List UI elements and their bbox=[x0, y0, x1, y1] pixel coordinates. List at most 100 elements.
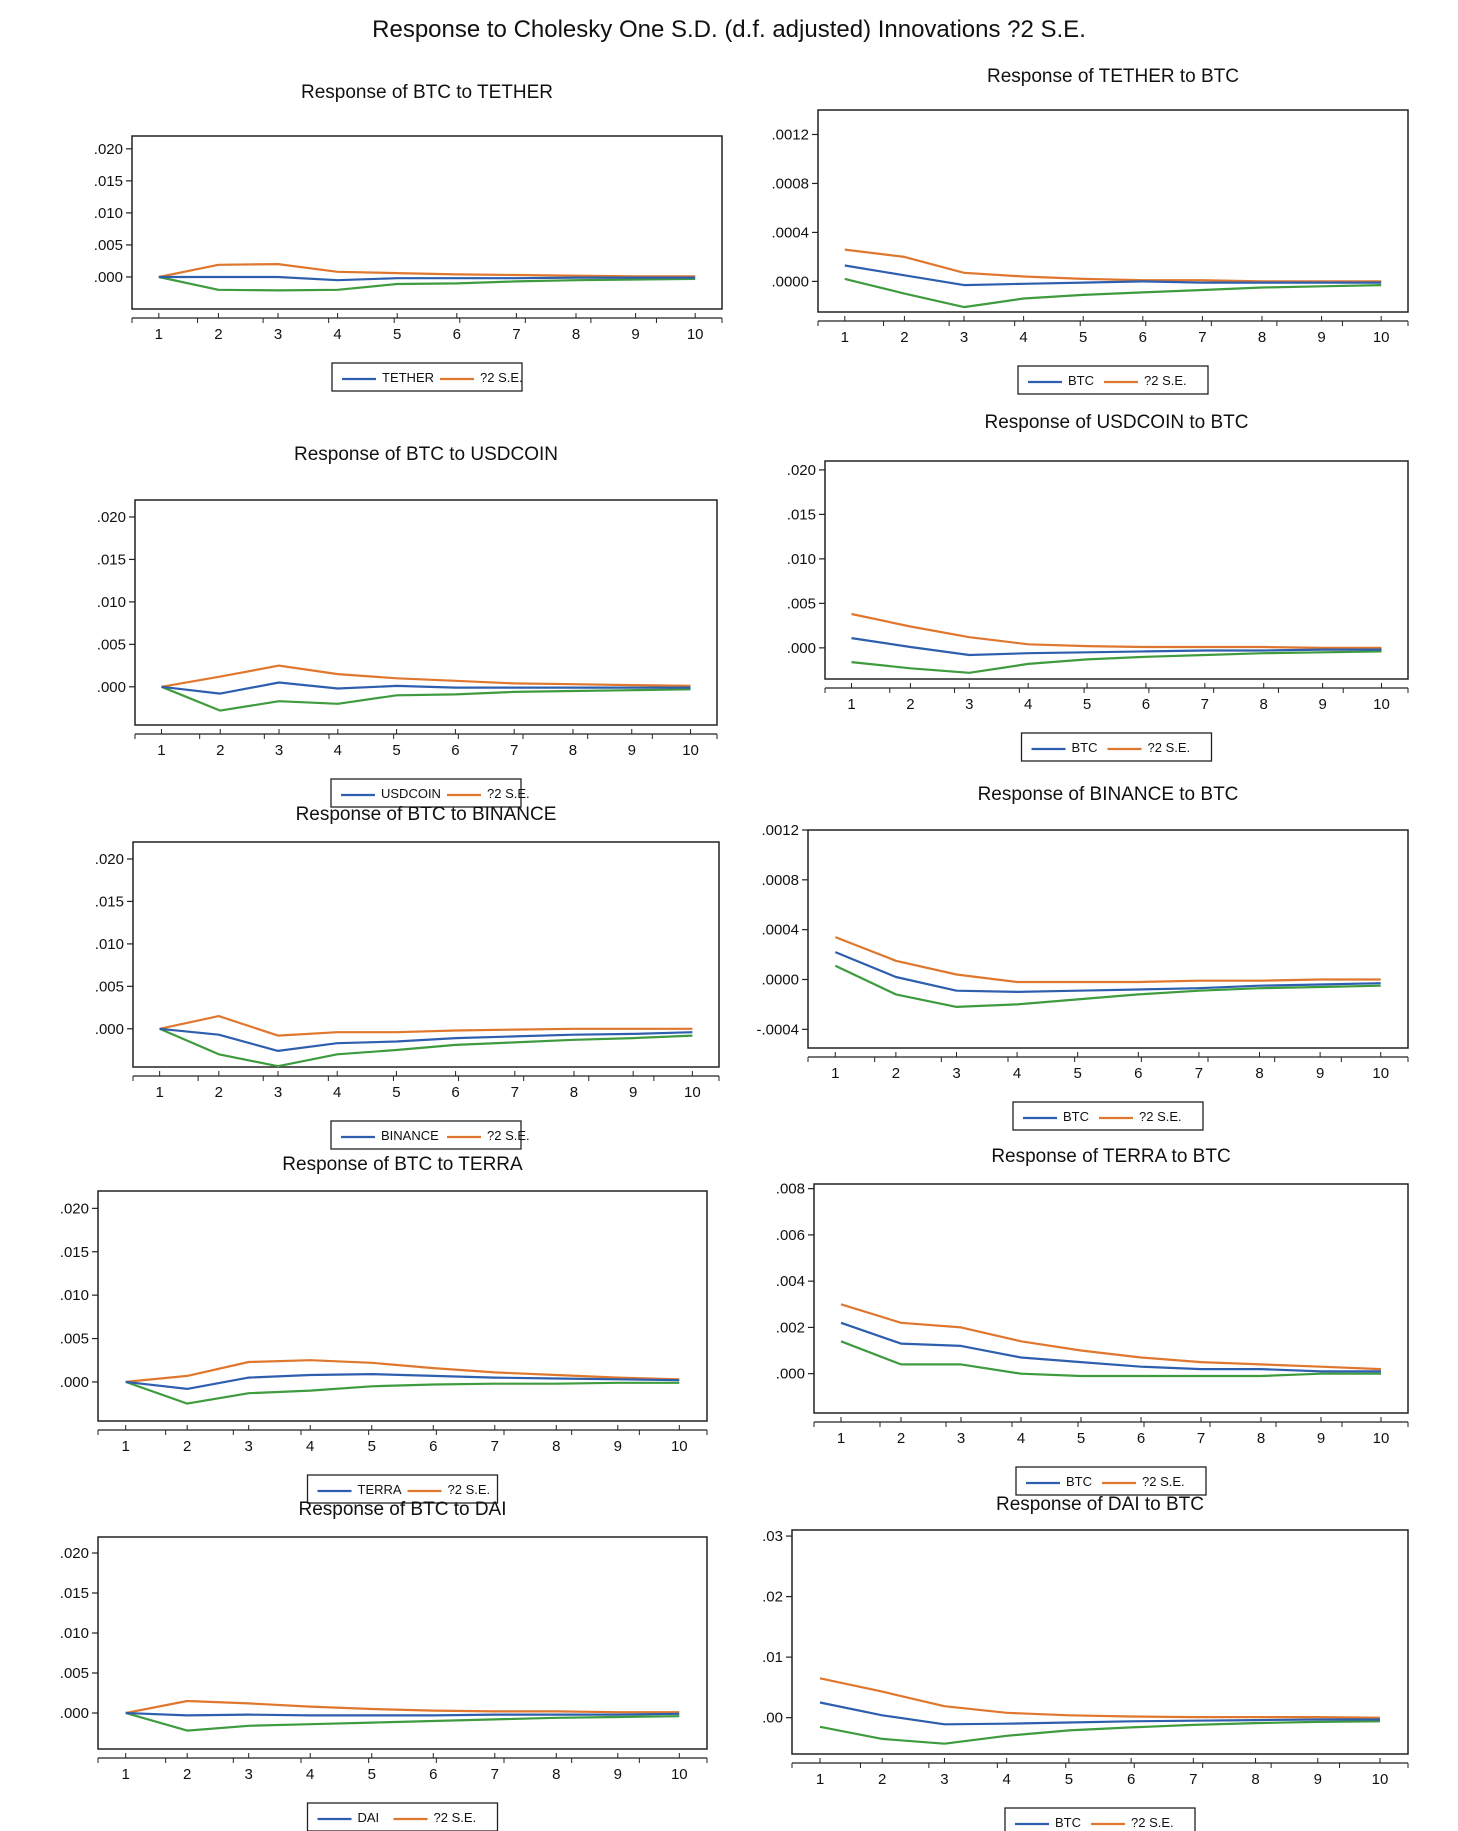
y-tick-label: .005 bbox=[787, 595, 816, 612]
x-tick-label: 1 bbox=[155, 1084, 163, 1101]
x-tick-label: 2 bbox=[892, 1065, 900, 1082]
x-tick-label: 3 bbox=[274, 1084, 282, 1101]
x-tick-label: 9 bbox=[1317, 329, 1325, 346]
x-tick-label: 5 bbox=[1074, 1065, 1082, 1082]
legend-label-band: ?2 S.E. bbox=[480, 370, 523, 385]
x-tick-label: 10 bbox=[1373, 1430, 1390, 1447]
y-tick-label: .0008 bbox=[761, 872, 799, 889]
response-line bbox=[840, 1321, 1381, 1373]
y-tick-label: .010 bbox=[97, 594, 126, 611]
x-tick-label: 5 bbox=[368, 1438, 376, 1455]
y-tick-label: .015 bbox=[97, 551, 126, 568]
upper-band-line bbox=[161, 664, 691, 688]
legend-box bbox=[1017, 365, 1209, 395]
y-tick-label: .00 bbox=[762, 1710, 783, 1727]
x-tick-label: 4 bbox=[1002, 1771, 1010, 1788]
x-tick-label: 7 bbox=[1197, 1430, 1205, 1447]
upper-band-line bbox=[158, 263, 696, 279]
legend-label-response: DAI bbox=[358, 1810, 380, 1825]
plot-frame bbox=[134, 499, 718, 726]
lower-band-line bbox=[844, 277, 1382, 309]
upper-band-line bbox=[819, 1677, 1381, 1719]
x-tick-label: 10 bbox=[1372, 1771, 1389, 1788]
plot-frame bbox=[97, 1190, 708, 1422]
x-tick-label: 7 bbox=[510, 742, 518, 759]
x-tick-label: 1 bbox=[816, 1771, 824, 1788]
y-tick-label: .020 bbox=[97, 509, 126, 526]
y-tick-label: .000 bbox=[97, 679, 126, 696]
y-tick-label: .005 bbox=[95, 978, 124, 995]
x-tick-label: 8 bbox=[1251, 1771, 1259, 1788]
y-tick-label: .004 bbox=[776, 1273, 805, 1290]
x-tick-label: 4 bbox=[334, 742, 342, 759]
y-tick-label: .000 bbox=[776, 1366, 805, 1383]
y-tick-label: .005 bbox=[60, 1331, 89, 1348]
x-tick-label: 2 bbox=[216, 742, 224, 759]
x-tick-label: 6 bbox=[451, 742, 459, 759]
x-tick-label: 10 bbox=[671, 1438, 688, 1455]
x-tick-label: 3 bbox=[952, 1065, 960, 1082]
x-tick-label: 3 bbox=[274, 326, 282, 343]
legend-label-band: ?2 S.E. bbox=[1148, 740, 1191, 755]
x-tick-label: 10 bbox=[1373, 329, 1390, 346]
lower-band-line bbox=[158, 275, 696, 292]
legend-label-response: BTC bbox=[1066, 1474, 1092, 1489]
x-tick-label: 10 bbox=[684, 1084, 701, 1101]
x-tick-label: 3 bbox=[940, 1771, 948, 1788]
x-tick-label: 9 bbox=[1314, 1771, 1322, 1788]
upper-band-line bbox=[125, 1699, 680, 1715]
legend-label-band: ?2 S.E. bbox=[1142, 1474, 1185, 1489]
legend-label-response: BTC bbox=[1063, 1109, 1089, 1124]
x-tick-label: 10 bbox=[687, 326, 704, 343]
legend-label-response: TETHER bbox=[382, 370, 434, 385]
legend-box bbox=[331, 362, 523, 392]
x-tick-label: 1 bbox=[122, 1766, 130, 1783]
plot-frame bbox=[131, 135, 723, 310]
x-tick-label: 8 bbox=[572, 326, 580, 343]
x-tick-label: 9 bbox=[614, 1438, 622, 1455]
response-line bbox=[161, 681, 691, 695]
chart-panel-9: Response of BTC to DAI .000 .005 .010 .015 .0… bbox=[60, 1499, 708, 1831]
y-tick-label: .010 bbox=[60, 1287, 89, 1304]
legend-box bbox=[1004, 1807, 1196, 1831]
x-tick-label: 5 bbox=[1079, 329, 1087, 346]
plot-frame bbox=[132, 841, 720, 1068]
legend-box bbox=[1012, 1101, 1204, 1131]
legend-label-response: USDCOIN bbox=[381, 786, 441, 801]
x-tick-label: 3 bbox=[275, 742, 283, 759]
y-tick-label: .010 bbox=[787, 551, 816, 568]
x-tick-label: 3 bbox=[245, 1438, 253, 1455]
y-tick-label: .0012 bbox=[761, 822, 799, 839]
chart-panel-1: Response of BTC to TETHER .000 .005 .010 .01… bbox=[94, 82, 723, 392]
y-tick-label: .000 bbox=[60, 1705, 89, 1722]
x-tick-label: 3 bbox=[245, 1766, 253, 1783]
x-tick-label: 2 bbox=[906, 696, 914, 713]
chart-legend: BTC ?2 S.E. bbox=[1020, 732, 1213, 762]
x-tick-label: 1 bbox=[157, 742, 165, 759]
page-title: Response to Cholesky One S.D. (d.f. adju… bbox=[372, 16, 1086, 43]
y-tick-label: .005 bbox=[94, 237, 123, 254]
y-tick-label: .015 bbox=[95, 893, 124, 910]
x-tick-label: 9 bbox=[629, 1084, 637, 1101]
x-tick-label: 8 bbox=[552, 1438, 560, 1455]
y-tick-label: .020 bbox=[60, 1200, 89, 1217]
y-tick-label: .010 bbox=[94, 205, 123, 222]
upper-band-line bbox=[834, 936, 1381, 984]
x-tick-label: 4 bbox=[333, 326, 341, 343]
x-tick-label: 7 bbox=[491, 1438, 499, 1455]
y-tick-label: .006 bbox=[776, 1227, 805, 1244]
chart-legend: BTC ?2 S.E. bbox=[1017, 365, 1209, 395]
plot-frame bbox=[807, 829, 1409, 1049]
y-tick-label: .015 bbox=[94, 173, 123, 190]
x-tick-label: 4 bbox=[1017, 1430, 1025, 1447]
y-tick-label: .010 bbox=[60, 1625, 89, 1642]
y-tick-label: .000 bbox=[60, 1374, 89, 1391]
x-tick-label: 2 bbox=[215, 1084, 223, 1101]
response-line bbox=[125, 1373, 680, 1390]
response-line bbox=[834, 951, 1381, 993]
response-line bbox=[159, 1027, 693, 1052]
legend-box bbox=[330, 1120, 522, 1150]
plot-frame bbox=[817, 109, 1409, 313]
y-tick-label: .015 bbox=[787, 506, 816, 523]
chart-title: Response of DAI to BTC bbox=[996, 1494, 1204, 1515]
